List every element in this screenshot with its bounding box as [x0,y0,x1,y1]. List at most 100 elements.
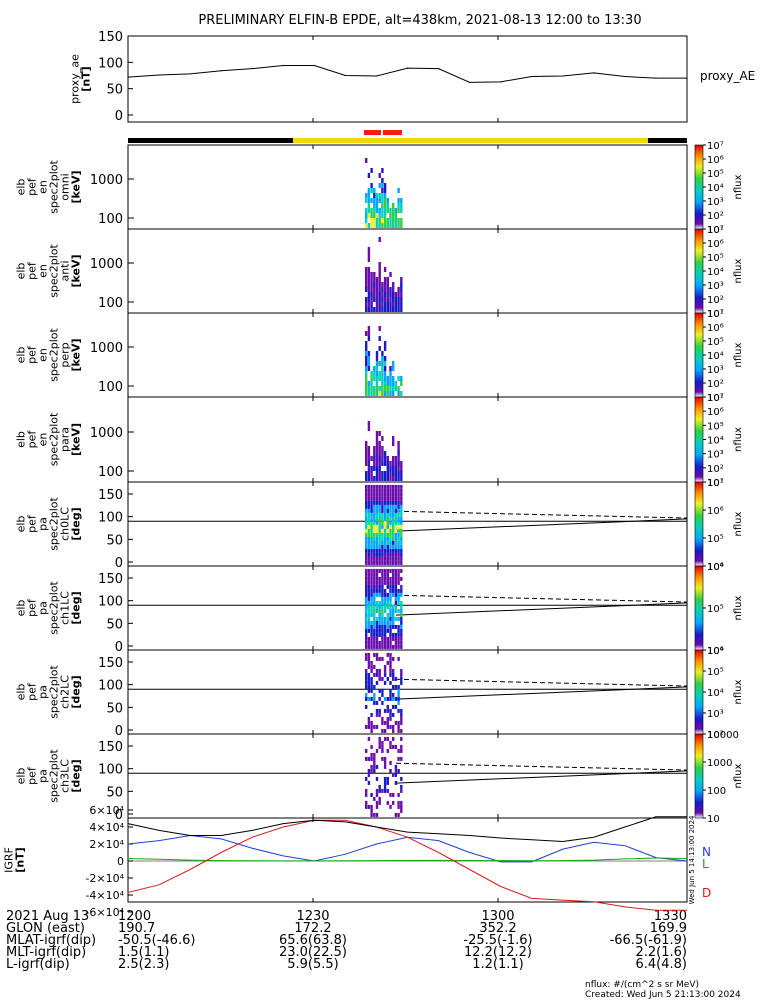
energy-3-colorbar-ticklabel-2: 10³ [707,450,724,461]
pa-3-cell [392,792,395,797]
pa-2-cell [370,728,373,733]
pa-0-cell [400,488,403,493]
pa-0-cell [365,552,368,557]
pa-0-cell [367,552,371,557]
pa-1-cell [365,632,368,637]
pa-1-cell [389,632,392,637]
energy-2-cell [378,361,381,366]
energy-1-cell [397,287,400,292]
pa-2-cell [397,688,400,693]
pa-2-cell [383,672,387,677]
pa-0-ylabel-line-3: spec2plot [48,497,61,551]
energy-1-cell [373,292,376,297]
pa-0-cell [373,520,376,525]
pa-1-cell [370,636,373,641]
pa-0-yticklabel-0: 0 [115,556,123,571]
energy-3-cell [378,431,381,436]
pa-2-cell [367,688,371,693]
pa-1-cell [389,624,392,629]
pa-1-cell [394,608,398,613]
pa-2-cell [400,728,403,733]
pa-1-cell [381,592,384,597]
pa-0-cell [365,532,368,537]
pa-2-cell [383,664,387,669]
energy-1-cell [383,302,387,307]
pa-0-cell [386,504,389,509]
pa-3-cell [370,768,373,773]
energy-0-cell [373,208,376,213]
pa-1-cell [375,624,379,629]
pa-1-cell [378,576,381,581]
igrf-label-l: L [702,857,709,871]
orbit-cell-2-3: -66.5(-61.9) [610,933,687,948]
pa-3-cell [386,800,389,805]
energy-1-cell [375,282,379,287]
energy-3-cell [397,446,400,451]
pa-3-colorbar-ticklabel-1: 100 [707,786,726,797]
pa-2-cell [367,716,371,721]
pa-1-cell [383,628,387,633]
pa-0-cell [400,560,403,565]
pa-1-cell [365,620,368,625]
energy-2-cell [392,361,395,366]
pa-2-cell [367,684,371,689]
pa-2-cell [389,664,392,669]
energy-2-cell [381,381,384,386]
energy-0-cell [400,223,403,228]
pa-0-cell [365,560,368,565]
energy-1-cell [365,267,368,272]
pa-2-cell [370,720,373,725]
pa-0-cell [365,508,368,513]
pa-1-cell [378,608,381,613]
pa-2-cell [386,652,389,657]
energy-0-cell [383,188,387,193]
pa-1-cell [381,584,384,589]
pa-1-cell [386,576,389,581]
energy-0-cell [381,218,384,223]
pa-2-cell [378,688,381,693]
energy-2-cell [367,391,371,396]
pa-0-cell [378,492,381,497]
pa-2-cell [375,680,379,685]
energy-3-cell [378,451,381,456]
energy-1-cell [370,292,373,297]
energy-0-cell [400,208,403,213]
pa-0-cell [365,500,368,505]
pa-1-cell [397,568,400,573]
energy-1-cell [400,287,403,292]
pa-1-cell [365,636,368,641]
pa-1-cell [383,572,387,577]
pa-2-cell [386,716,389,721]
pa-3-cell [378,796,381,801]
pa-2-cell [392,668,395,673]
energy-1-cell [389,292,392,297]
energy-0-cell [386,208,389,213]
pa-3-cell [389,760,392,765]
pa-0-cell [400,500,403,505]
energy-3-cell [367,461,371,466]
orbit-row-label-4: L-igrf(dip) [6,957,70,972]
ae-point-10 [437,68,440,70]
pa-2-cell [400,708,403,713]
pa-1-cell [400,644,403,649]
orbit-cell-1-1: 172.2 [294,921,331,936]
pa-1-cell [397,632,400,637]
energy-2-cell [375,356,379,361]
pa-0-cell [381,536,384,541]
pa-2-cell [370,680,373,685]
pa-0-cell [378,524,381,529]
energy-2-ylabel-line-3: spec2plot [48,328,61,382]
energy-1-cell [367,292,371,297]
pa-2-cell [394,720,398,725]
pa-0-cell [370,552,373,557]
energy-1-colorbar [694,228,704,314]
pa-1-cell [383,604,387,609]
pa-0-cell [365,544,368,549]
orbit-cell-4-2: 1.2(1.1) [472,957,524,972]
energy-0-cell [386,218,389,223]
pa-1-cell [397,572,400,577]
pa-1-cell [370,592,373,597]
pa-0-cell [383,520,387,525]
pa-2-cell [373,672,376,677]
energy-0-cell [365,213,368,218]
